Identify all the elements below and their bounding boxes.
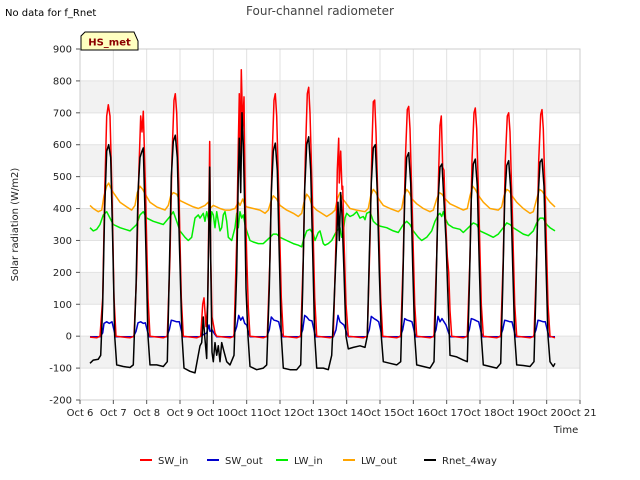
legend-label: LW_in: [294, 456, 323, 467]
series-line-sw-in: [89, 68, 556, 339]
x-axis-label: Time: [553, 425, 578, 436]
y-tick-label: 600: [53, 140, 72, 151]
series-line-lw-out: [89, 182, 556, 218]
y-tick-label: 100: [53, 300, 72, 311]
legend-label: Rnet_4way: [442, 456, 497, 467]
y-tick-label: 0: [66, 332, 72, 343]
legend-label: SW_out: [225, 456, 263, 467]
x-tick-label: Oct 19: [497, 408, 530, 419]
y-axis-ticks: -200 -100 0 100 200 300 400 500 600 700 800 900: [49, 45, 80, 407]
series-line-rnet-4way: [89, 112, 556, 374]
badge-label: HS_met: [88, 38, 131, 49]
x-tick-label: Oct 21: [563, 408, 596, 419]
x-tick-label: Oct 9: [167, 408, 194, 419]
series-layer: [89, 68, 556, 374]
grid-band: [80, 144, 580, 177]
y-tick-label: 800: [53, 76, 72, 87]
grid-band: [80, 80, 580, 113]
y-tick-label: -200: [49, 396, 72, 407]
x-tick-label: Oct 6: [67, 408, 94, 419]
station-badge: HS_met: [80, 31, 139, 51]
y-tick-label: 300: [53, 236, 72, 247]
x-tick-label: Oct 11: [230, 408, 263, 419]
y-axis-label: Solar radiation (W/m2): [10, 168, 21, 282]
x-tick-label: Oct 17: [430, 408, 463, 419]
y-tick-label: 200: [53, 268, 72, 279]
y-tick-label: 900: [53, 45, 72, 56]
x-tick-label: Oct 8: [133, 408, 160, 419]
x-tick-label: Oct 13: [297, 408, 330, 419]
x-tick-label: Oct 12: [263, 408, 296, 419]
x-tick-label: Oct 16: [397, 408, 430, 419]
y-tick-label: -100: [49, 364, 72, 375]
grid-band: [80, 272, 580, 305]
x-tick-label: Oct 18: [463, 408, 496, 419]
plot-frame: [79, 48, 581, 401]
legend-label: SW_in: [158, 456, 188, 467]
y-tick-label: 500: [53, 172, 72, 183]
chart-title: Four-channel radiometer: [246, 4, 394, 18]
series-line-sw-out: [90, 314, 555, 338]
x-axis-ticks: Oct 6 Oct 7 Oct 8 Oct 9 Oct 10 Oct 11 Oct 12 Oc…: [67, 400, 597, 419]
y-tick-label: 700: [53, 108, 72, 119]
y-tick-label: 400: [53, 204, 72, 215]
x-tick-label: Oct 20: [530, 408, 563, 419]
no-data-note: No data for f_Rnet: [5, 8, 97, 19]
x-tick-label: Oct 14: [330, 408, 363, 419]
badge-shape: [80, 31, 139, 51]
grid-bands: [80, 80, 580, 369]
x-tick-label: Oct 10: [197, 408, 230, 419]
x-tick-label: Oct 7: [100, 408, 127, 419]
x-tick-label: Oct 15: [363, 408, 396, 419]
legend-label: LW_out: [361, 456, 397, 467]
legend: SW_in SW_out LW_in LW_out Rnet_4way: [140, 456, 497, 467]
